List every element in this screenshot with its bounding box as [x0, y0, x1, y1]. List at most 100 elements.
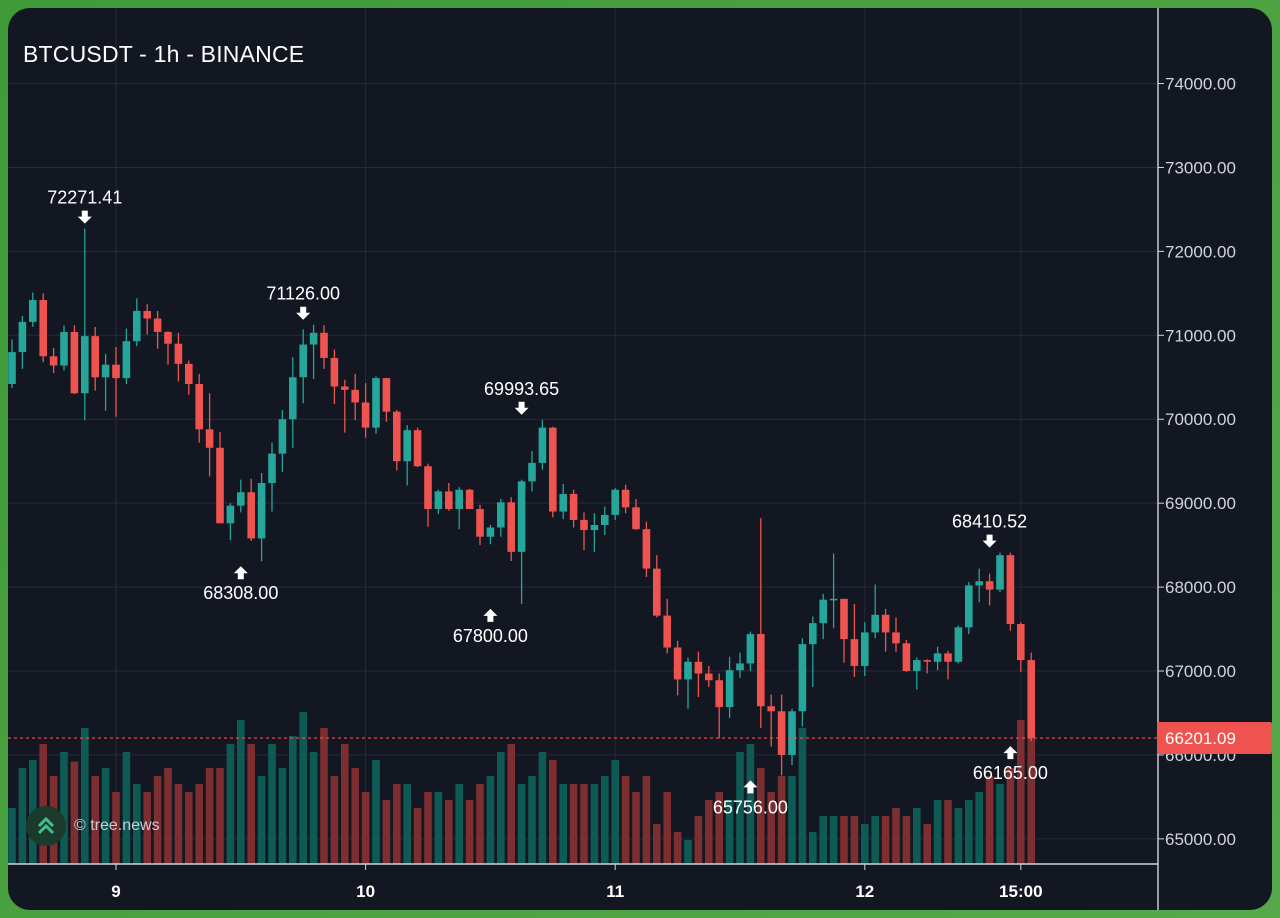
candle-body[interactable] — [777, 711, 786, 755]
candle-body[interactable] — [70, 331, 79, 394]
candle-body[interactable] — [1006, 555, 1015, 625]
candle-body[interactable] — [705, 673, 713, 681]
candle-body[interactable] — [975, 581, 983, 586]
candle-body[interactable] — [996, 555, 1004, 590]
candle-body[interactable] — [434, 491, 443, 510]
candle-body[interactable] — [465, 489, 474, 510]
candle-body[interactable] — [632, 507, 640, 530]
candle-body[interactable] — [788, 711, 796, 755]
candle-body[interactable] — [601, 514, 609, 525]
candlestick-chart[interactable]: 72271.41 71126.00 69993.65 68410.52 68308.00… — [8, 8, 1272, 910]
candle-body[interactable] — [767, 706, 775, 712]
candle-body[interactable] — [112, 364, 120, 379]
candle-body[interactable] — [725, 670, 734, 708]
candle-body[interactable] — [91, 336, 99, 378]
candle-body[interactable] — [757, 634, 765, 707]
candle-body[interactable] — [320, 332, 328, 358]
candle-body[interactable] — [829, 598, 838, 601]
candle-body[interactable] — [549, 427, 557, 512]
candle-body[interactable] — [1027, 660, 1035, 739]
candle-body[interactable] — [445, 491, 453, 510]
candle-body[interactable] — [29, 300, 37, 322]
candle-body[interactable] — [216, 447, 224, 524]
candle-body[interactable] — [226, 505, 235, 524]
candle-body[interactable] — [881, 614, 890, 633]
candle-body[interactable] — [455, 489, 463, 510]
candle-body[interactable] — [60, 331, 68, 366]
candle-body[interactable] — [278, 419, 287, 454]
candle-body[interactable] — [257, 483, 266, 539]
candle-body[interactable] — [39, 300, 47, 357]
candle-body[interactable] — [237, 492, 245, 506]
candle-body[interactable] — [663, 615, 671, 648]
candle-body[interactable] — [247, 492, 255, 539]
candle-body[interactable] — [746, 634, 755, 664]
candle-body[interactable] — [18, 321, 27, 353]
candle-body[interactable] — [122, 341, 131, 379]
candle-body[interactable] — [351, 389, 359, 403]
candle-body[interactable] — [569, 493, 578, 520]
candle-body[interactable] — [309, 332, 318, 345]
candle-body[interactable] — [497, 502, 505, 528]
candle-body[interactable] — [413, 430, 422, 467]
candle-body[interactable] — [798, 644, 807, 712]
candle-body[interactable] — [642, 529, 651, 569]
candle-body[interactable] — [580, 519, 588, 531]
candle-body[interactable] — [195, 383, 203, 430]
candle-body[interactable] — [933, 653, 942, 662]
candle-body[interactable] — [486, 527, 495, 537]
candle-body[interactable] — [133, 310, 141, 342]
candle-body[interactable] — [341, 386, 349, 390]
candle-body[interactable] — [476, 509, 484, 537]
candle-body[interactable] — [861, 632, 869, 666]
candle-body[interactable] — [954, 627, 963, 662]
candle-body[interactable] — [653, 568, 661, 616]
candle-body[interactable] — [871, 614, 879, 633]
candle-body[interactable] — [923, 660, 931, 662]
candle-body[interactable] — [850, 639, 859, 666]
candle-body[interactable] — [913, 660, 921, 672]
candle-body[interactable] — [528, 462, 536, 482]
candle-body[interactable] — [205, 429, 214, 448]
candle-body[interactable] — [382, 378, 391, 412]
candle-body[interactable] — [715, 680, 723, 708]
candle-body[interactable] — [965, 585, 973, 628]
candle-body[interactable] — [944, 653, 952, 662]
candle-body[interactable] — [902, 643, 911, 672]
candle-body[interactable] — [299, 344, 307, 378]
candle-body[interactable] — [517, 481, 526, 552]
candle-body[interactable] — [268, 453, 276, 484]
candle-body[interactable] — [840, 598, 848, 640]
candle-body[interactable] — [621, 489, 630, 508]
candle-body[interactable] — [8, 352, 16, 384]
candle-body[interactable] — [809, 623, 817, 645]
candle-body[interactable] — [185, 363, 193, 384]
candle-body[interactable] — [424, 466, 432, 510]
candle-body[interactable] — [289, 377, 297, 420]
candle-body[interactable] — [1017, 624, 1025, 661]
candle-body[interactable] — [611, 489, 619, 515]
candle-body[interactable] — [819, 599, 827, 624]
candle-body[interactable] — [736, 663, 744, 671]
candle-body[interactable] — [403, 430, 411, 462]
candle-body[interactable] — [985, 581, 994, 590]
candle-body[interactable] — [507, 502, 515, 552]
candle-body[interactable] — [372, 378, 380, 428]
candle-body[interactable] — [49, 356, 58, 366]
candle-body[interactable] — [101, 364, 110, 378]
candle-body[interactable] — [174, 343, 183, 364]
candle-body[interactable] — [694, 661, 703, 674]
candle-body[interactable] — [684, 661, 692, 680]
candle-body[interactable] — [538, 427, 547, 463]
candle-body[interactable] — [559, 493, 567, 512]
candle-body[interactable] — [143, 310, 151, 319]
candle-body[interactable] — [164, 331, 172, 344]
candle-body[interactable] — [673, 647, 682, 680]
candle-body[interactable] — [590, 524, 599, 531]
candle-body[interactable] — [892, 632, 900, 644]
candle-body[interactable] — [393, 411, 401, 462]
candle-body[interactable] — [153, 318, 162, 332]
candle-body[interactable] — [361, 402, 370, 428]
candle-body[interactable] — [81, 336, 89, 394]
candle-body[interactable] — [330, 357, 339, 387]
